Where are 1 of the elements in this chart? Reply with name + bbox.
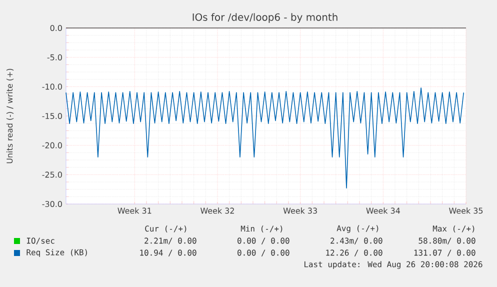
chart-title: IOs for /dev/loop6 - by month: [192, 13, 338, 23]
